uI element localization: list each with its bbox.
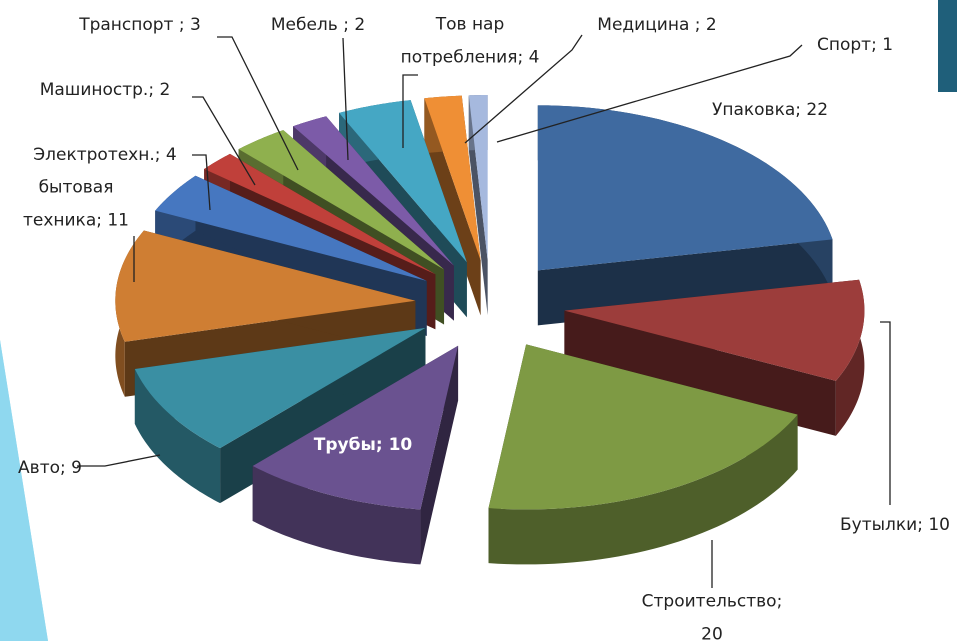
slice-wall — [424, 98, 481, 316]
slice — [488, 344, 798, 510]
leader-line — [342, 37, 349, 161]
slice — [293, 116, 454, 266]
leader-line — [402, 74, 418, 148]
leader-line — [880, 321, 891, 505]
slice — [204, 153, 436, 275]
leader-line — [496, 44, 803, 143]
slice — [424, 95, 481, 261]
leader-line — [464, 34, 583, 144]
slice — [155, 175, 427, 281]
slice-side — [488, 414, 798, 565]
slice-side — [252, 465, 421, 565]
labels: Упаковка; 22 Бутылки; 10 Строительство; 20 Т… — [18, 15, 950, 641]
data-label: Трубы; 10 — [314, 435, 413, 455]
slice — [339, 100, 467, 263]
data-label: Бутылки; 10 — [840, 515, 950, 535]
data-label: Тов нар потребления; 4 — [401, 15, 540, 68]
slice-side — [134, 368, 221, 504]
slice — [134, 327, 426, 449]
slice-wall — [468, 95, 488, 316]
pie — [115, 95, 865, 565]
slice — [537, 105, 833, 271]
slice — [252, 345, 459, 510]
slice-wall — [537, 239, 833, 326]
slice-wall — [564, 310, 836, 436]
data-label: бытовая техника; 11 — [23, 178, 129, 231]
slice-side — [835, 279, 865, 436]
leader-line — [217, 36, 299, 171]
data-label: Электротехн.; 4 — [33, 145, 176, 165]
data-label: Спорт; 1 — [817, 35, 893, 55]
data-label: Авто; 9 — [18, 458, 82, 478]
slice — [564, 279, 865, 381]
slice — [238, 130, 445, 270]
leader-line — [192, 96, 256, 186]
data-label: Медицина ; 2 — [597, 15, 716, 35]
leader-line — [77, 454, 161, 467]
data-label: Машиностр.; 2 — [40, 80, 171, 100]
decor-bar — [938, 0, 957, 92]
data-label: Мебель ; 2 — [271, 15, 365, 35]
slice — [115, 230, 416, 342]
decor-triangle — [0, 340, 48, 641]
data-label: Упаковка; 22 — [712, 100, 828, 120]
leader-line — [192, 154, 211, 211]
data-label: Транспорт ; 3 — [78, 15, 201, 35]
data-label: Строительство; 20 — [642, 592, 783, 641]
